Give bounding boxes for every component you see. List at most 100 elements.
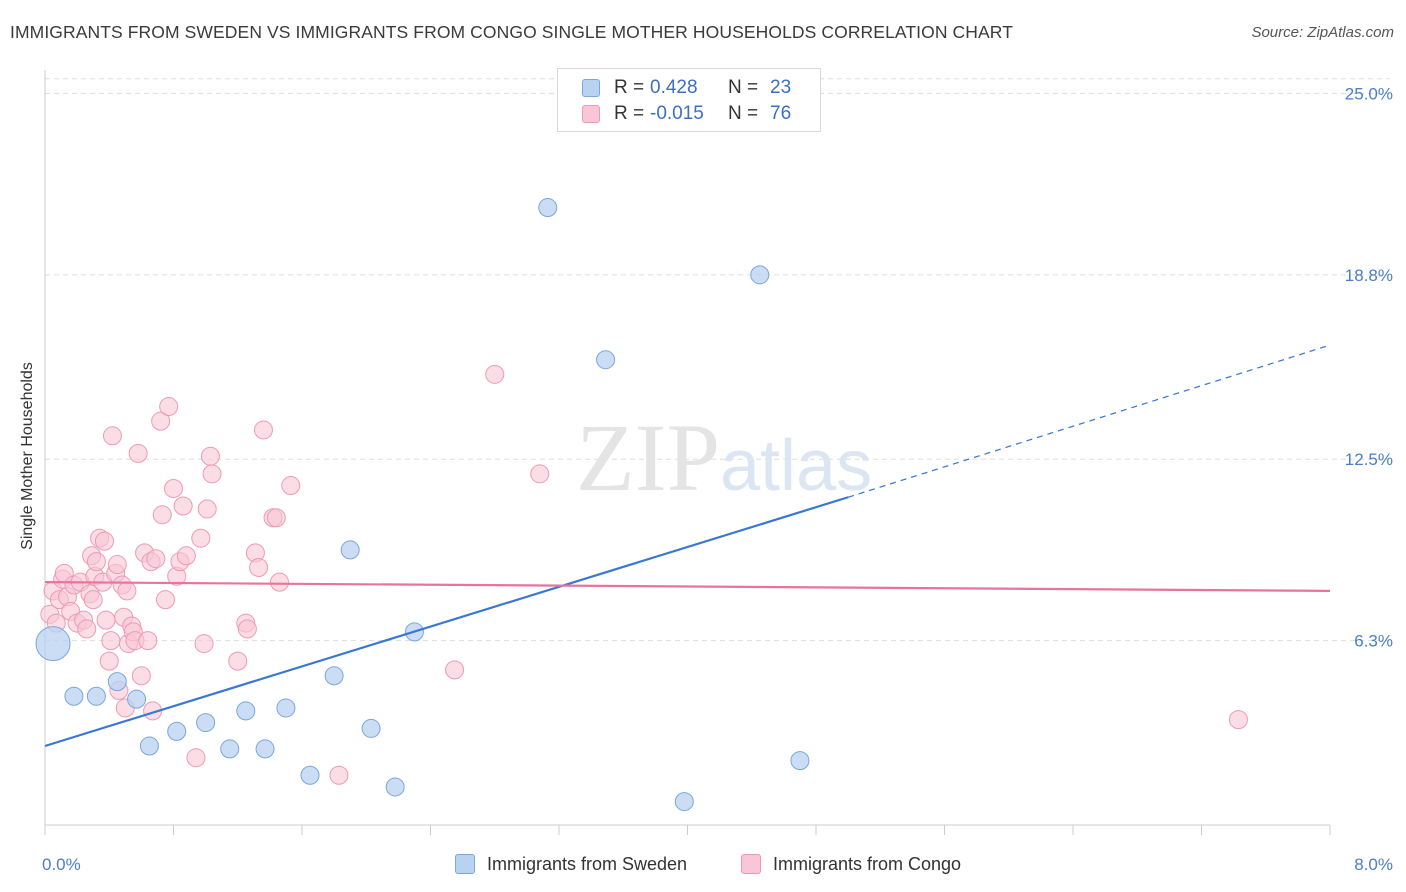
- sweden-point: [139, 736, 159, 756]
- y-tick-label: 12.5%: [1345, 450, 1393, 469]
- congo-point: [99, 651, 119, 671]
- congo-point: [152, 505, 172, 525]
- congo-point: [146, 549, 166, 569]
- sweden-point: [167, 721, 187, 741]
- congo-point: [186, 748, 206, 768]
- congo-point: [329, 765, 349, 785]
- sweden-point: [64, 686, 84, 706]
- congo-point: [131, 666, 151, 686]
- sweden-point: [107, 672, 127, 692]
- watermark-zip: ZIP: [576, 404, 720, 511]
- n-value: 23: [770, 77, 792, 98]
- congo-point: [281, 476, 301, 496]
- sweden-point: [596, 350, 616, 370]
- sweden-trend-line: [44, 496, 849, 748]
- r-label: R =: [614, 103, 645, 124]
- legend-item-congo[interactable]: Immigrants from Congo: [741, 852, 961, 876]
- congo-point: [159, 397, 179, 417]
- sweden-point: [361, 718, 381, 738]
- congo-point: [249, 557, 269, 577]
- congo-point: [197, 499, 217, 519]
- y-tick-label: 18.8%: [1345, 266, 1393, 285]
- sweden-point: [300, 765, 320, 785]
- congo-point: [202, 464, 222, 484]
- sweden-point: [196, 713, 216, 733]
- axes: [44, 70, 1331, 835]
- congo-point: [83, 590, 103, 610]
- congo-point: [102, 426, 122, 446]
- sweden-point: [86, 686, 106, 706]
- x-tick-label: 8.0%: [1354, 855, 1393, 874]
- tick-labels: 25.0% 18.8% 12.5% 6.3% 0.0% 8.0%: [42, 84, 1393, 874]
- congo-trend-line: [44, 581, 1331, 592]
- congo-point: [107, 555, 127, 575]
- sweden-point: [790, 751, 810, 771]
- n-label: N =: [728, 77, 759, 98]
- sweden-trend-extension: [847, 344, 1331, 498]
- legend-item-sweden[interactable]: Immigrants from Sweden: [455, 852, 687, 876]
- legend-row-congo: R = -0.015 N = 76: [582, 102, 791, 126]
- congo-point: [173, 496, 193, 516]
- congo-point: [117, 581, 137, 601]
- congo-point: [164, 478, 183, 498]
- trend-lines: [44, 344, 1331, 748]
- sweden-point: [340, 540, 360, 560]
- congo-point: [228, 651, 248, 671]
- sweden-point: [324, 666, 344, 686]
- sweden-point: [538, 198, 558, 218]
- congo-point: [96, 610, 116, 630]
- congo-point: [270, 572, 290, 592]
- sweden-point: [750, 265, 770, 285]
- congo-point: [101, 631, 121, 651]
- sweden-points: [35, 198, 810, 812]
- legend-label-sweden: Immigrants from Sweden: [487, 853, 688, 874]
- legend-label-congo: Immigrants from Congo: [773, 853, 962, 874]
- congo-point: [138, 631, 158, 651]
- grid-lines: [45, 78, 1390, 642]
- congo-point: [94, 531, 114, 551]
- congo-point: [530, 464, 550, 484]
- r-value: -0.015: [650, 103, 704, 124]
- source-label: Source: ZipAtlas.com: [1251, 24, 1394, 41]
- sweden-point: [236, 701, 256, 721]
- congo-point: [191, 528, 211, 548]
- congo-point: [155, 590, 175, 610]
- sweden-point: [674, 792, 694, 812]
- congo-point: [445, 660, 465, 680]
- congo-point: [86, 552, 106, 572]
- sweden-point: [127, 689, 147, 709]
- sweden-point: [255, 739, 275, 759]
- sweden-swatch: [455, 854, 475, 874]
- sweden-point: [276, 698, 296, 718]
- y-tick-label: 6.3%: [1354, 632, 1393, 651]
- sweden-point: [385, 777, 405, 797]
- congo-point: [151, 411, 171, 431]
- congo-points: [40, 364, 1248, 785]
- congo-point: [77, 619, 97, 639]
- congo-point: [200, 446, 220, 466]
- congo-point: [485, 364, 505, 384]
- y-tick-label: 25.0%: [1345, 84, 1393, 103]
- congo-point: [1228, 710, 1248, 730]
- congo-point: [194, 634, 214, 654]
- congo-point: [128, 443, 148, 463]
- congo-swatch: [741, 854, 761, 874]
- x-tick-label: 0.0%: [42, 855, 81, 874]
- congo-point: [266, 508, 286, 528]
- sweden-point: [220, 739, 240, 759]
- chart-title: IMMIGRANTS FROM SWEDEN VS IMMIGRANTS FRO…: [10, 22, 1013, 42]
- congo-swatch: [582, 105, 600, 123]
- n-value: 76: [770, 103, 792, 124]
- r-value: 0.428: [650, 77, 698, 98]
- congo-point: [176, 546, 196, 566]
- n-label: N =: [728, 103, 759, 124]
- sweden-point-large: [35, 626, 71, 662]
- congo-point: [237, 619, 257, 639]
- r-label: R =: [614, 77, 645, 98]
- congo-point: [253, 420, 273, 440]
- correlation-legend: R = 0.428 N = 23 R = -0.015 N = 76: [557, 68, 821, 132]
- watermark-atlas: atlas: [720, 426, 872, 506]
- sweden-swatch: [582, 79, 600, 97]
- legend-row-sweden: R = 0.428 N = 23: [582, 76, 791, 100]
